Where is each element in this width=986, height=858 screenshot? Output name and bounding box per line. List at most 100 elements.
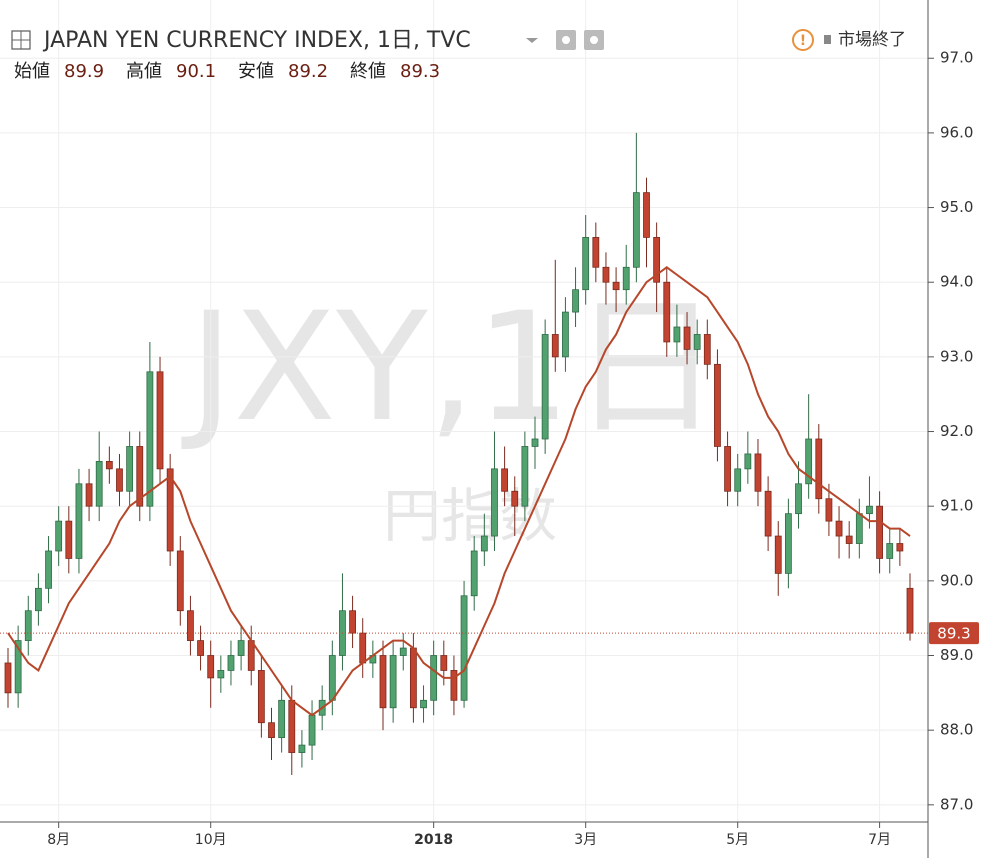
candle-body [197,640,204,656]
candle-body [450,670,458,701]
candle-body [531,438,539,447]
candle-body [855,513,863,544]
y-tick-label: 94.0 [940,273,973,291]
candle-body [379,655,387,709]
candle-body [602,266,610,283]
y-tick-label: 95.0 [940,198,973,216]
x-tick-label: 10月 [195,832,227,848]
candle-body [521,446,529,507]
candle-body [724,446,731,492]
y-tick-label: 90.0 [940,571,973,589]
y-tick-label: 89.0 [940,646,973,664]
candle-body [328,655,336,701]
candle-body [176,550,184,612]
candle-body [541,334,549,440]
candle-body [14,640,22,694]
candle-body [562,311,569,358]
candle-body [207,655,215,679]
candle-body [75,483,83,559]
candle-body [430,655,438,701]
candle-body [227,655,235,671]
candle-body [166,468,174,552]
candle-body [683,326,691,350]
candle-body [146,371,154,507]
candle-body [805,438,813,485]
candle-body [440,655,448,671]
candle-body [136,446,144,507]
candle-body [896,543,904,552]
candle-body [835,520,843,537]
ohlc-value: 89.2 [288,61,328,82]
candle-body [288,699,296,753]
candle-body [551,334,559,358]
x-tick-label: 5月 [726,832,749,848]
eye-icon-pupil [562,36,570,44]
status: 市場終了 [838,30,906,50]
ohlc-label: 終値 [350,61,386,82]
candle-body [470,550,478,597]
candle-body [116,468,123,492]
x-tick-label: 3月 [574,832,597,848]
header-icon[interactable] [11,30,31,50]
candle-body [663,281,671,343]
candle-body [643,192,650,238]
candle-body [409,647,417,709]
candle-body [714,363,721,447]
status-icon-mark: ! [800,33,806,49]
dropdown[interactable] [526,38,538,43]
candle-body [612,281,620,291]
y-tick-label: 93.0 [940,347,973,365]
y-tick-label: 92.0 [940,422,973,440]
candle-body [126,446,134,492]
candle-body [693,334,701,350]
candle-body [491,468,498,537]
candle-body [156,371,164,470]
candle-body [754,453,762,492]
candle-body [187,610,194,641]
y-tick-label: 97.0 [940,49,973,67]
candle-body [501,468,509,492]
ohlc-label: 安値 [238,61,274,82]
ohlc-label: 高値 [126,61,162,82]
candle-body [876,505,883,559]
candle-body [632,192,640,268]
candle-body [65,520,73,559]
candle-body [734,468,742,492]
moving-average-line [7,266,911,717]
candle-body [795,483,802,515]
candle-body [622,266,630,291]
candle-body [592,237,600,268]
candle-body [744,453,752,470]
candle-body [45,550,52,589]
candle-body [460,595,468,701]
candle-body [764,490,772,537]
candle-body [308,714,316,746]
candle-body [24,610,32,641]
ohlc-value: 89.3 [400,61,440,82]
y-tick-label: 96.0 [940,123,973,141]
candle-body [349,610,356,634]
ohlc-value: 89.9 [64,61,104,82]
candle-body [278,699,286,739]
candle-body [420,699,427,709]
candle-body [886,543,894,559]
candle-body [105,460,113,470]
candle-body [784,513,792,574]
candle-body [55,520,63,552]
x-tick-label: 8月 [47,832,70,848]
candle-body [703,334,711,365]
candle-body [359,632,367,664]
chart-title: JAPAN YEN CURRENCY INDEX, 1日, TVC [42,28,471,53]
candle-body [4,662,12,694]
candle-body [237,640,245,656]
candle-body [845,535,853,544]
x-tick-label: 7月 [868,832,891,848]
candle-body [399,647,407,656]
candle-body [673,326,681,343]
ohlc-label: 始値 [14,61,50,82]
candle-body [480,535,488,552]
y-tick-label: 91.0 [940,497,973,515]
status-icon [792,29,814,51]
